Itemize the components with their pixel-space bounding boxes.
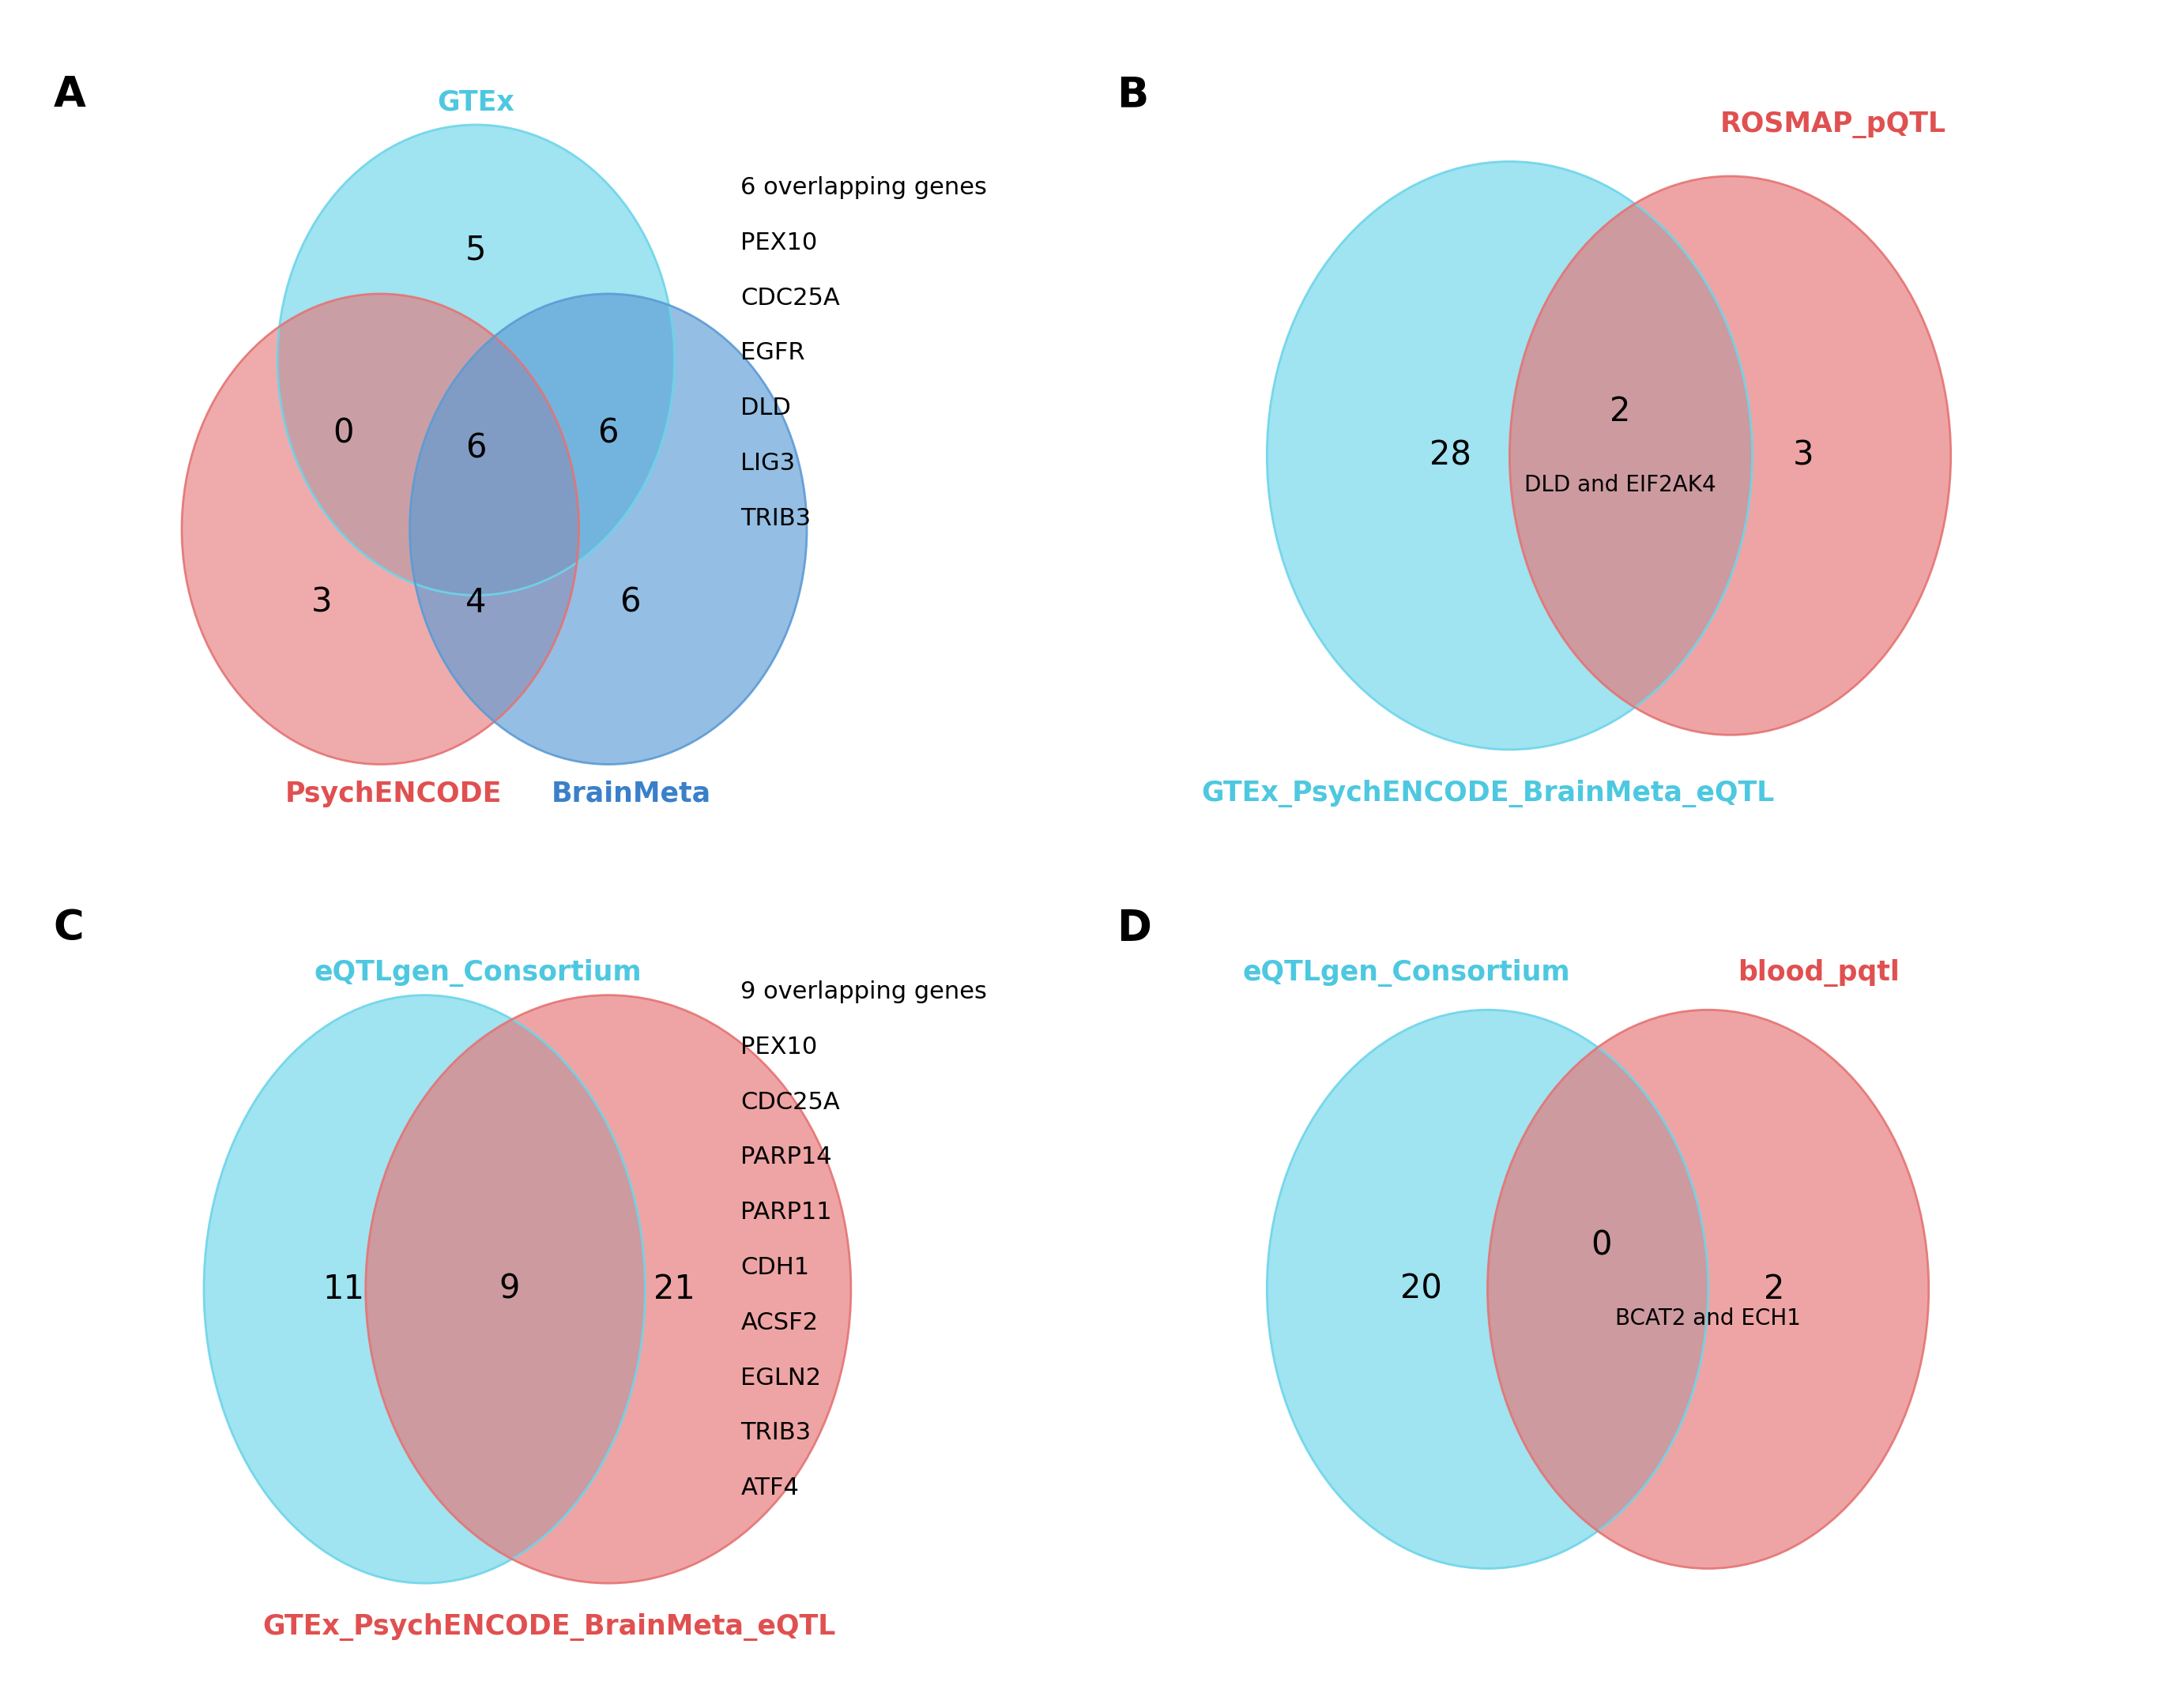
Text: 21: 21: [653, 1272, 696, 1307]
Text: PsychENCODE: PsychENCODE: [285, 781, 502, 808]
Text: EGFR: EGFR: [742, 342, 804, 364]
Text: CDH1: CDH1: [742, 1255, 809, 1279]
Ellipse shape: [1267, 162, 1751, 750]
Ellipse shape: [182, 294, 579, 763]
Ellipse shape: [1487, 1009, 1929, 1568]
Text: PEX10: PEX10: [742, 231, 817, 254]
Text: 4: 4: [465, 586, 486, 620]
Text: 0: 0: [1591, 1228, 1613, 1262]
Text: ATF4: ATF4: [742, 1477, 800, 1500]
Text: eQTLgen_Consortium: eQTLgen_Consortium: [1243, 960, 1570, 987]
Text: ROSMAP_pQTL: ROSMAP_pQTL: [1721, 111, 1946, 138]
Ellipse shape: [203, 996, 644, 1583]
Text: TRIB3: TRIB3: [742, 507, 811, 529]
Text: PEX10: PEX10: [742, 1035, 817, 1059]
Text: 6 overlapping genes: 6 overlapping genes: [742, 176, 988, 200]
Text: 2: 2: [1764, 1272, 1784, 1307]
Text: ACSF2: ACSF2: [742, 1312, 817, 1334]
Text: blood_pqtl: blood_pqtl: [1738, 960, 1900, 987]
Ellipse shape: [1509, 176, 1950, 734]
Text: CDC25A: CDC25A: [742, 1091, 841, 1114]
Text: 3: 3: [311, 586, 333, 620]
Text: 2: 2: [1609, 395, 1630, 429]
Text: D: D: [1116, 909, 1150, 950]
Text: BCAT2 and ECH1: BCAT2 and ECH1: [1615, 1308, 1801, 1329]
Text: GTEx_PsychENCODE_BrainMeta_eQTL: GTEx_PsychENCODE_BrainMeta_eQTL: [264, 1614, 837, 1641]
Text: 9 overlapping genes: 9 overlapping genes: [742, 980, 988, 1003]
Text: 9: 9: [499, 1272, 519, 1307]
Text: GTEx_PsychENCODE_BrainMeta_eQTL: GTEx_PsychENCODE_BrainMeta_eQTL: [1200, 781, 1775, 808]
Text: TRIB3: TRIB3: [742, 1421, 811, 1445]
Text: C: C: [54, 909, 84, 950]
Text: DLD and EIF2AK4: DLD and EIF2AK4: [1524, 473, 1717, 495]
Text: 6: 6: [599, 417, 618, 451]
Text: DLD: DLD: [742, 396, 791, 420]
Text: 6: 6: [620, 586, 640, 620]
Text: A: A: [54, 75, 86, 116]
Ellipse shape: [277, 125, 675, 594]
Text: GTEx: GTEx: [437, 89, 515, 116]
Text: PARP11: PARP11: [742, 1201, 832, 1225]
Text: 28: 28: [1429, 439, 1472, 471]
Text: BrainMeta: BrainMeta: [551, 781, 711, 808]
Text: 0: 0: [333, 417, 355, 451]
Text: 11: 11: [322, 1272, 365, 1307]
Text: 3: 3: [1792, 439, 1814, 471]
Text: EGLN2: EGLN2: [742, 1366, 822, 1389]
Text: CDC25A: CDC25A: [742, 287, 841, 309]
Text: B: B: [1116, 75, 1148, 116]
Text: PARP14: PARP14: [742, 1146, 832, 1168]
Text: eQTLgen_Consortium: eQTLgen_Consortium: [313, 960, 642, 987]
Ellipse shape: [411, 294, 806, 763]
Text: 6: 6: [465, 432, 486, 465]
Text: LIG3: LIG3: [742, 453, 796, 475]
Ellipse shape: [365, 996, 852, 1583]
Text: 5: 5: [465, 232, 486, 266]
Text: 20: 20: [1401, 1272, 1442, 1307]
Ellipse shape: [1267, 1009, 1708, 1568]
